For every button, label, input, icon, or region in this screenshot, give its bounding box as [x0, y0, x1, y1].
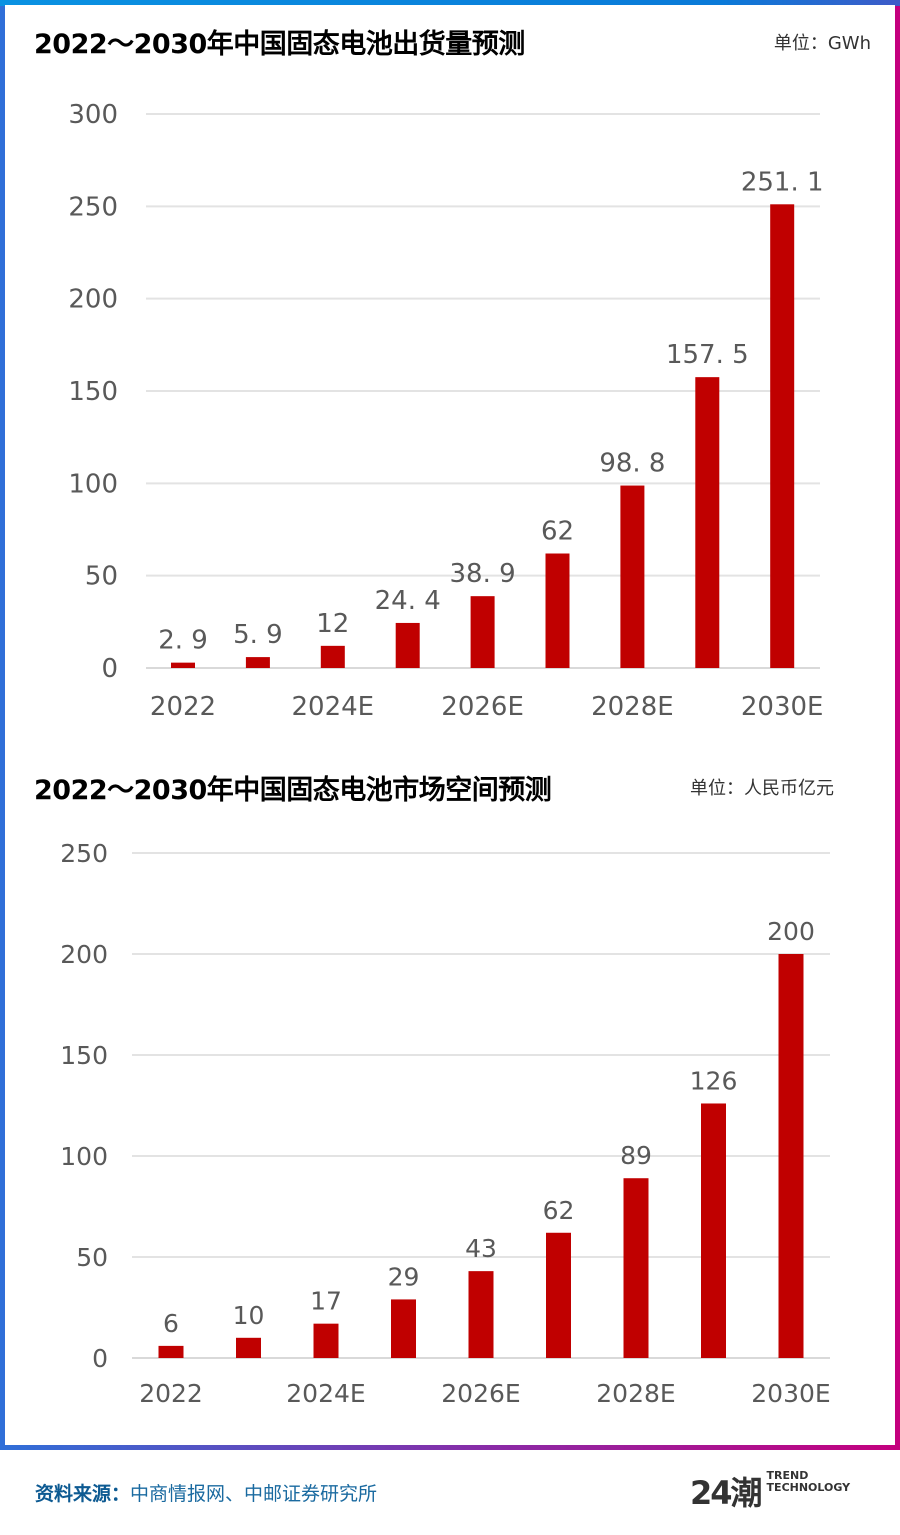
- bar-2022: [158, 1345, 184, 1358]
- source-label: 资料来源：: [35, 1483, 131, 1505]
- data-label: 157. 5: [666, 340, 749, 370]
- bar-2023E: [245, 657, 270, 668]
- bar-2026E: [468, 1271, 494, 1358]
- bar-2023E: [236, 1337, 261, 1358]
- data-label: 10: [233, 1301, 265, 1330]
- y-tick-label: 250: [68, 192, 118, 222]
- data-label: 2. 9: [158, 626, 208, 656]
- data-label: 24. 4: [375, 586, 441, 616]
- x-tick-label: 2026E: [441, 692, 524, 722]
- bar-2027E: [546, 1232, 571, 1358]
- bar-2030E: [770, 204, 795, 668]
- y-tick-label: 300: [68, 100, 118, 130]
- x-tick-label: 2026E: [441, 1379, 520, 1408]
- y-tick-label: 200: [60, 940, 108, 969]
- data-label: 17: [310, 1287, 342, 1316]
- x-tick-label: 2024E: [286, 1379, 365, 1408]
- data-label: 251. 1: [741, 167, 824, 197]
- bar-2029E: [695, 377, 720, 668]
- x-tick-label: 2028E: [596, 1379, 675, 1408]
- data-label: 5. 9: [233, 620, 283, 650]
- logo-line2: TECHNOLOGY: [766, 1481, 851, 1494]
- x-tick-label: 2024E: [291, 692, 374, 722]
- bar-2028E: [620, 485, 645, 668]
- data-label: 43: [465, 1234, 497, 1263]
- chart2-unit: 单位：人民币亿元: [690, 778, 834, 799]
- y-tick-label: 250: [60, 839, 108, 868]
- x-tick-label: 2030E: [741, 692, 824, 722]
- x-tick-label: 2030E: [751, 1379, 830, 1408]
- bar-2024E: [313, 1323, 339, 1358]
- data-label: 62: [541, 517, 574, 547]
- y-tick-label: 0: [101, 654, 118, 684]
- y-tick-label: 50: [76, 1243, 108, 1272]
- bar-2025E: [391, 1299, 416, 1358]
- frame-border-top: [0, 0, 900, 6]
- chart1: 0 50 100 150 200 250 300 2. 9 2022 5. 9 12 2024E 24.…: [68, 100, 824, 722]
- data-label: 6: [163, 1309, 179, 1338]
- y-tick-label: 50: [85, 562, 118, 592]
- y-tick-label: 150: [60, 1041, 108, 1070]
- chart1-title: 2022～2030年中国固态电池出货量预测: [34, 29, 525, 60]
- content-panel: [5, 5, 895, 1445]
- bar-2028E: [623, 1178, 649, 1358]
- data-label: 200: [767, 917, 815, 946]
- y-tick-label: 100: [60, 1142, 108, 1171]
- data-label: 12: [316, 609, 349, 639]
- bar-2026E: [470, 596, 495, 668]
- y-tick-label: 150: [68, 377, 118, 407]
- bar-2022: [171, 662, 195, 668]
- data-label: 38. 9: [450, 559, 516, 589]
- data-label: 29: [388, 1262, 420, 1291]
- logo-mark: 24潮: [690, 1474, 763, 1512]
- bar-2029E: [701, 1103, 726, 1358]
- y-tick-label: 200: [68, 285, 118, 315]
- logo-line1: TREND: [766, 1469, 809, 1482]
- logo: 24潮 TREND TECHNOLOGY: [690, 1468, 850, 1514]
- x-tick-label: 2022: [139, 1379, 203, 1408]
- y-tick-label: 100: [68, 469, 118, 499]
- y-tick-label: 0: [92, 1344, 108, 1373]
- data-label: 98. 8: [599, 449, 665, 479]
- bar-2024E: [320, 645, 345, 668]
- x-tick-label: 2022: [150, 692, 216, 722]
- chart2-title: 2022～2030年中国固态电池市场空间预测: [34, 775, 552, 806]
- data-label: 89: [620, 1141, 652, 1170]
- bar-2025E: [395, 622, 420, 668]
- logo-text: TREND TECHNOLOGY: [767, 1470, 851, 1494]
- data-label: 126: [690, 1066, 738, 1095]
- chart1-unit: 单位：GWh: [773, 33, 871, 54]
- source-note: 资料来源：中商情报网、中邮证券研究所: [35, 1479, 377, 1506]
- data-label: 62: [543, 1196, 575, 1225]
- x-tick-label: 2028E: [591, 692, 674, 722]
- bar-2027E: [545, 553, 570, 668]
- chart2: 0 50 100 150 200 250 6 2022 10 17 2024E 29 43 2026E 62…: [60, 839, 830, 1408]
- source-text: 中商情报网、中邮证券研究所: [130, 1483, 378, 1505]
- bar-2030E: [778, 954, 804, 1358]
